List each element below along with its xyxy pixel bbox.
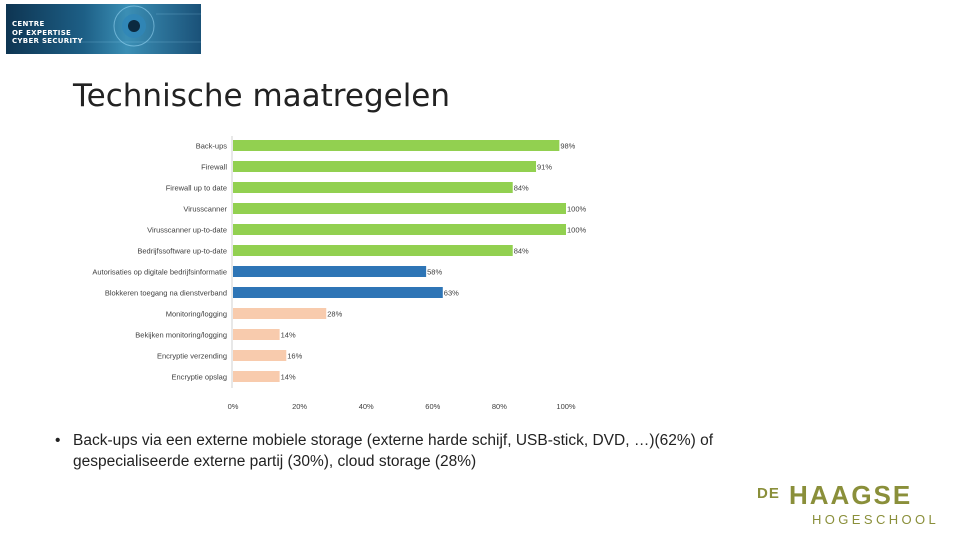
brand-haagse: HAAGSE	[789, 480, 913, 510]
bar	[233, 161, 537, 172]
category-label: Bedrijfssoftware up-to-date	[137, 247, 227, 256]
category-label: Blokkeren toegang na dienstverband	[105, 289, 227, 298]
x-tick-label: 20%	[292, 402, 307, 411]
brand-de: DE	[757, 485, 780, 502]
x-tick-label: 80%	[492, 402, 507, 411]
bar	[233, 329, 280, 340]
category-label: Encryptie opslag	[172, 373, 227, 382]
de-haagse-hogeschool-logo: DE HAAGSE HOGESCHOOL	[757, 480, 957, 530]
data-label: 100%	[567, 226, 587, 235]
data-label: 28%	[327, 310, 342, 319]
category-label: Virusscanner	[183, 205, 227, 214]
x-tick-label: 40%	[359, 402, 374, 411]
logo-line: CYBER SECURITY	[12, 37, 83, 46]
category-label: Monitoring/logging	[166, 310, 227, 319]
data-label: 58%	[427, 268, 442, 277]
x-tick-label: 60%	[425, 402, 440, 411]
brand-hogeschool: HOGESCHOOL	[812, 512, 940, 527]
category-label: Bekijken monitoring/logging	[135, 331, 227, 340]
data-label: 16%	[287, 352, 302, 361]
eye-circuit-graphic	[66, 5, 201, 47]
category-label: Autorisaties op digitale bedrijfsinforma…	[92, 268, 227, 277]
data-label: 14%	[281, 331, 296, 340]
cyber-security-logo: CENTRE OF EXPERTISE CYBER SECURITY	[6, 4, 201, 54]
bullet-text: Back-ups via een externe mobiele storage…	[73, 432, 714, 470]
data-label: 84%	[514, 247, 529, 256]
data-label: 100%	[567, 205, 587, 214]
bar	[233, 245, 513, 256]
bar-chart: Back-ups 98% Firewall 91% Firewall up to dat…	[92, 136, 587, 411]
bullet-marker: •	[55, 432, 61, 449]
data-label: 63%	[444, 289, 459, 298]
category-label: Firewall	[201, 163, 227, 172]
data-label: 84%	[514, 184, 529, 193]
bar	[233, 266, 427, 277]
bar	[233, 287, 443, 298]
data-label: 98%	[560, 142, 575, 151]
page-title: Technische maatregelen	[73, 78, 451, 114]
bar	[233, 203, 566, 214]
bar	[233, 224, 566, 235]
category-label: Firewall up to date	[166, 184, 227, 193]
category-label: Virusscanner up-to-date	[147, 226, 227, 235]
bar	[233, 308, 327, 319]
bar	[233, 371, 280, 382]
bar	[233, 182, 513, 193]
logo-text: CENTRE OF EXPERTISE CYBER SECURITY	[12, 20, 83, 46]
x-tick-label: 0%	[228, 402, 239, 411]
logo-line: OF EXPERTISE	[12, 28, 72, 37]
data-label: 91%	[537, 163, 552, 172]
bar	[233, 350, 287, 361]
category-label: Back-ups	[196, 142, 228, 151]
data-label: 14%	[281, 373, 296, 382]
category-label: Encryptie verzending	[157, 352, 227, 361]
logo-line: CENTRE	[12, 20, 45, 28]
bar	[233, 140, 560, 151]
x-tick-label: 100%	[556, 402, 576, 411]
